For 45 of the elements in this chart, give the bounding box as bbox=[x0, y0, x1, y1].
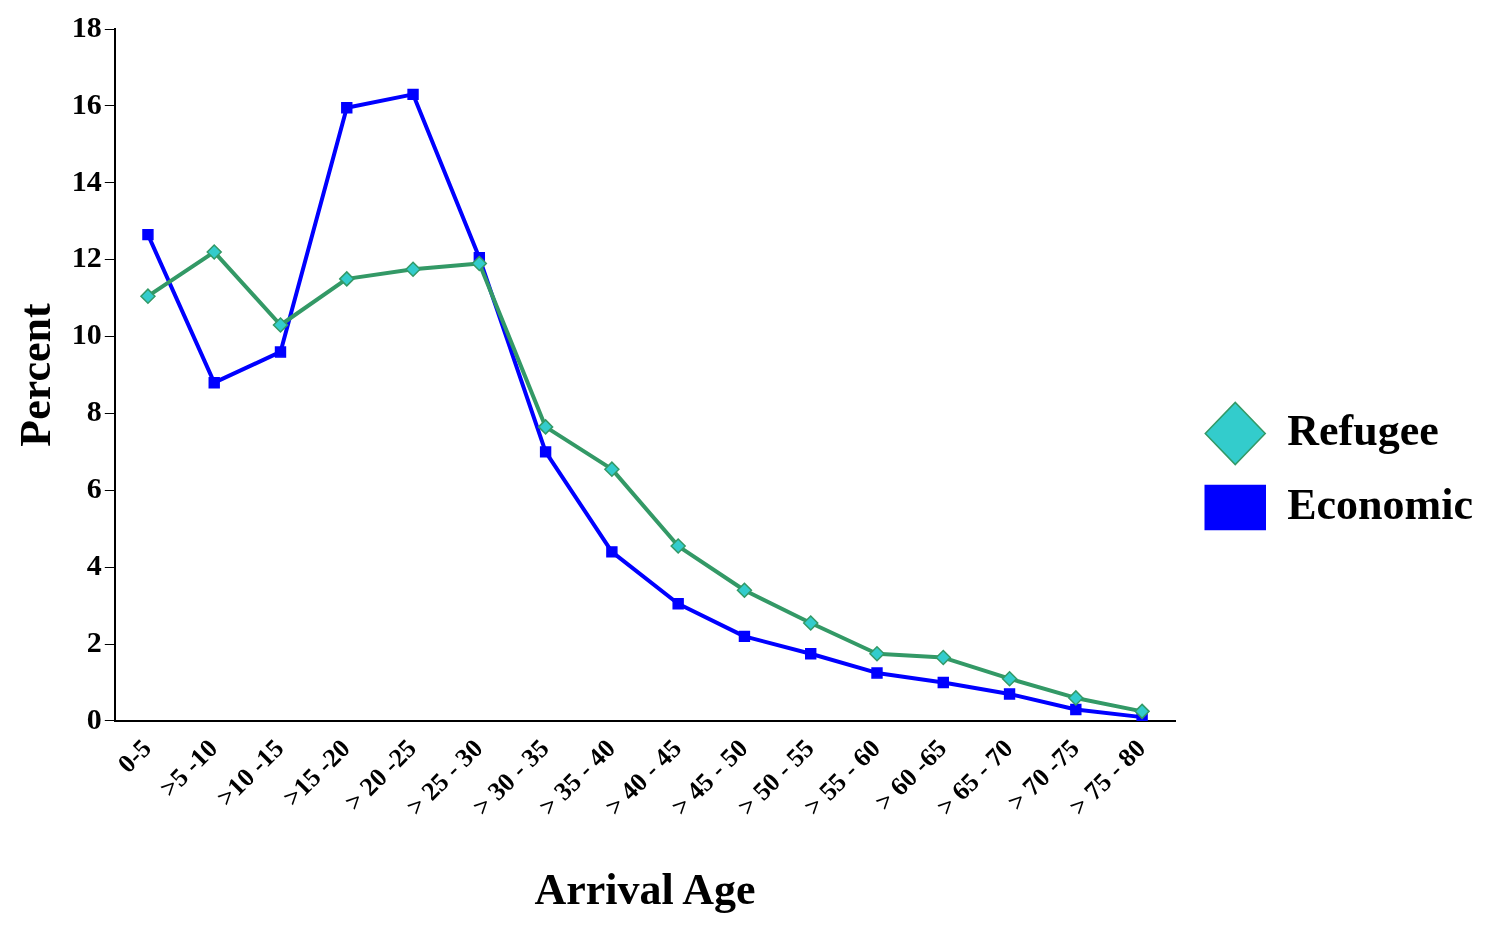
point bbox=[937, 676, 949, 689]
point bbox=[341, 102, 353, 114]
point bbox=[1134, 703, 1150, 720]
y-tick-label: 10 bbox=[71, 317, 102, 351]
point bbox=[407, 88, 419, 101]
y-tick-label: 12 bbox=[71, 240, 102, 274]
point bbox=[1068, 690, 1084, 706]
y-tick-label: 6 bbox=[86, 471, 102, 505]
point bbox=[670, 538, 686, 554]
y-tick-label: 8 bbox=[86, 394, 102, 428]
point bbox=[208, 376, 220, 389]
point bbox=[405, 261, 421, 278]
y-tick-label: 16 bbox=[71, 86, 102, 120]
point bbox=[142, 228, 154, 241]
x-axis-title: Arrival Age bbox=[534, 864, 756, 914]
point bbox=[539, 446, 552, 458]
point bbox=[672, 598, 684, 610]
point bbox=[869, 645, 885, 662]
point bbox=[471, 255, 488, 272]
y-tick-label: 2 bbox=[86, 624, 102, 658]
point bbox=[1070, 703, 1082, 716]
legend-label: Economic bbox=[1287, 479, 1474, 529]
point bbox=[206, 244, 222, 260]
legend-label: Refugee bbox=[1287, 405, 1439, 455]
y-tick-label: 0 bbox=[86, 701, 102, 735]
point bbox=[802, 615, 819, 631]
y-tick-label: 14 bbox=[71, 163, 102, 197]
y-tick-label: 18 bbox=[71, 9, 102, 43]
point bbox=[935, 649, 952, 666]
point bbox=[140, 288, 156, 304]
point bbox=[339, 271, 355, 287]
y-axis-title: Percent bbox=[10, 302, 60, 447]
point bbox=[805, 648, 817, 660]
point bbox=[606, 546, 618, 558]
point bbox=[1001, 670, 1018, 687]
point bbox=[738, 630, 751, 643]
point bbox=[604, 461, 620, 477]
point bbox=[871, 667, 883, 679]
point bbox=[272, 317, 289, 333]
x-tick-label: 0-5 bbox=[111, 733, 157, 779]
point bbox=[736, 582, 753, 599]
point bbox=[274, 346, 287, 358]
y-tick-label: 4 bbox=[86, 547, 102, 581]
point bbox=[537, 419, 554, 435]
point bbox=[1003, 688, 1016, 700]
